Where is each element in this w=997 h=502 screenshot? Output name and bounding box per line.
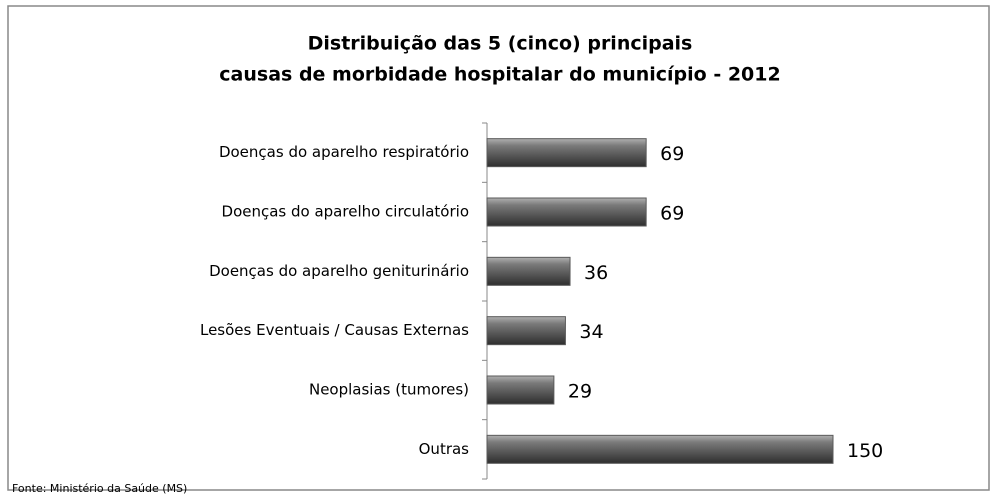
bar (486, 375, 555, 405)
chart-frame (7, 5, 990, 491)
source-note: Fonte: Ministério da Saúde (MS) (12, 482, 187, 495)
bar (486, 138, 647, 168)
chart-title: Distribuição das 5 (cinco) principais (308, 33, 693, 55)
bar (486, 316, 566, 346)
value-label: 150 (847, 440, 883, 462)
value-label: 69 (660, 203, 684, 225)
category-label: Lesões Eventuais / Causas Externas (200, 321, 469, 339)
category-label: Doenças do aparelho geniturinário (209, 262, 469, 280)
bar (486, 197, 647, 227)
category-label: Doenças do aparelho respiratório (219, 143, 469, 161)
category-label: Doenças do aparelho circulatório (222, 203, 469, 221)
value-label: 29 (568, 381, 592, 403)
value-label: 36 (584, 262, 608, 284)
bar (486, 434, 834, 464)
value-label: 69 (660, 143, 684, 165)
chart-title: causas de morbidade hospitalar do municí… (219, 64, 780, 86)
bar (486, 256, 571, 286)
category-label: Outras (419, 440, 470, 458)
value-label: 34 (579, 321, 603, 343)
category-label: Neoplasias (tumores) (309, 381, 469, 399)
